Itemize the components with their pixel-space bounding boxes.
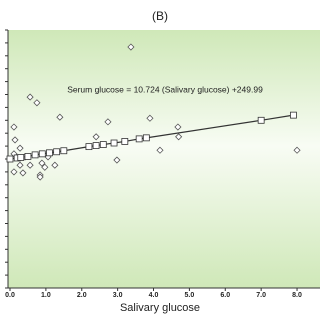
x-tick-label: 2.0 (77, 292, 87, 299)
point (146, 114, 154, 122)
point (19, 169, 27, 177)
x-tick-label: 4.0 (149, 292, 159, 299)
point (290, 111, 297, 119)
point (142, 134, 150, 142)
annotation: Serum glucose = 10.724 (Salivary glucose… (67, 84, 263, 94)
point (33, 99, 41, 107)
x-tick-label: 7.0 (256, 292, 266, 299)
x-axis-label: Salivary glucose (120, 302, 200, 314)
point (53, 148, 61, 156)
chart-title: (B) (152, 9, 168, 23)
x-tick-label: 0.0 (5, 292, 15, 299)
point (135, 135, 143, 143)
point (11, 136, 19, 144)
point (113, 156, 121, 164)
point (257, 116, 265, 124)
point (38, 159, 46, 167)
point (127, 43, 135, 51)
point (26, 93, 34, 101)
point (175, 133, 183, 141)
point (10, 168, 18, 176)
point (174, 123, 182, 131)
point (26, 161, 34, 169)
point (10, 123, 18, 131)
point (293, 146, 301, 154)
point (121, 138, 129, 145)
point (17, 154, 25, 161)
point (85, 143, 93, 151)
x-tick-label: 8.0 (292, 292, 302, 299)
point (6, 155, 14, 163)
x-tick-label: 6.0 (220, 292, 230, 299)
point (38, 150, 46, 158)
point (16, 144, 24, 152)
point (110, 139, 118, 147)
point (56, 113, 64, 121)
point (156, 146, 164, 154)
x-tick-label: 3.0 (113, 292, 123, 299)
point (24, 153, 32, 160)
point (104, 118, 112, 126)
x-tick-label: 1.0 (41, 292, 51, 299)
point (36, 173, 44, 181)
point (92, 142, 100, 149)
point (51, 161, 59, 169)
x-tick-label: 5.0 (185, 292, 195, 299)
point (16, 161, 24, 169)
point (46, 149, 53, 157)
point (60, 147, 68, 155)
point (92, 133, 100, 141)
point (31, 151, 39, 159)
point (41, 163, 49, 171)
plot-area (8, 30, 320, 288)
point (99, 141, 107, 148)
